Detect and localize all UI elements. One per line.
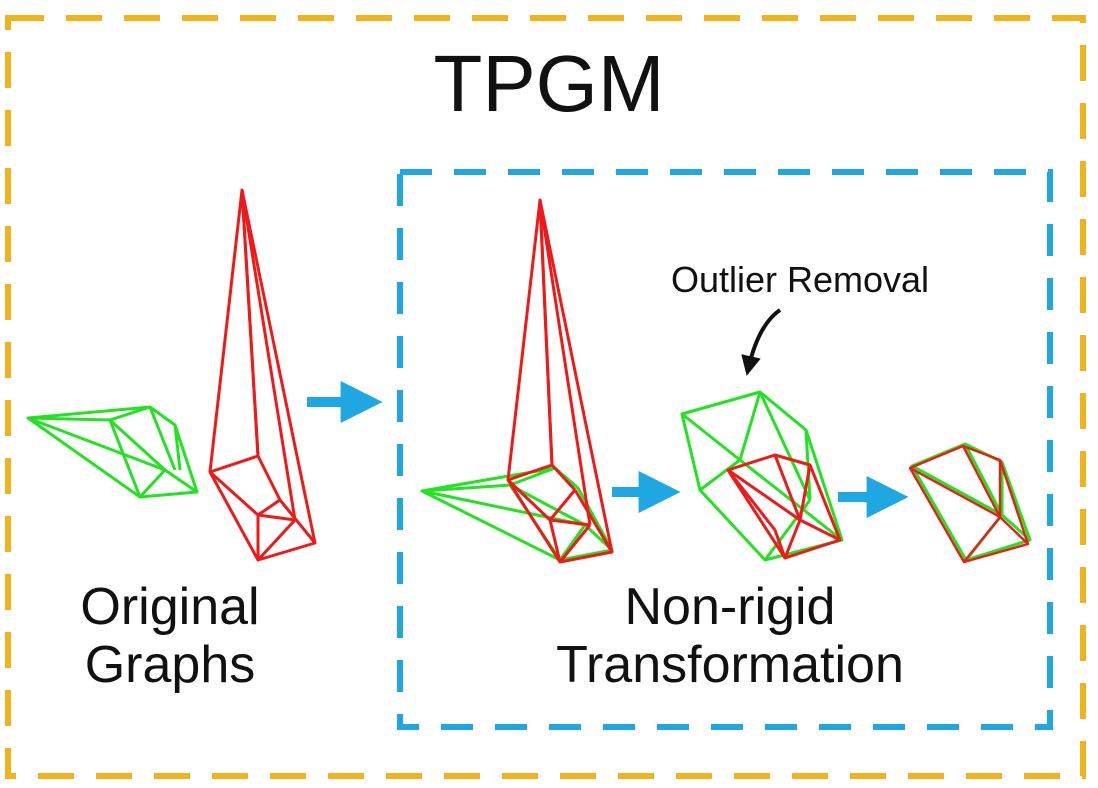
non-rigid-transformation-label: Non-rigid Transformation (480, 578, 980, 694)
original-green-graph (26, 405, 199, 499)
outlier-pointer-arrow (741, 308, 782, 376)
non-rigid-label-line2: Transformation (556, 636, 904, 695)
original-graphs-label-line1: Original (80, 578, 260, 636)
stage2-red-graph (726, 453, 842, 560)
stage1-red-graph (506, 198, 614, 564)
tpgm-outer-box (5, 15, 1086, 779)
original-graphs-label-line2: Graphs (84, 636, 256, 695)
original-graphs-label: Original Graphs (20, 578, 320, 694)
stage2-green-graph (680, 390, 844, 562)
non-rigid-inner-box (397, 169, 1053, 730)
non-rigid-label-line1: Non-rigid (624, 578, 836, 636)
original-red-graph (208, 188, 317, 562)
diagram-title: TPGM (433, 39, 665, 128)
stage3-matched-graph (908, 442, 1032, 564)
outlier-removal-label: Outlier Removal (670, 259, 930, 300)
